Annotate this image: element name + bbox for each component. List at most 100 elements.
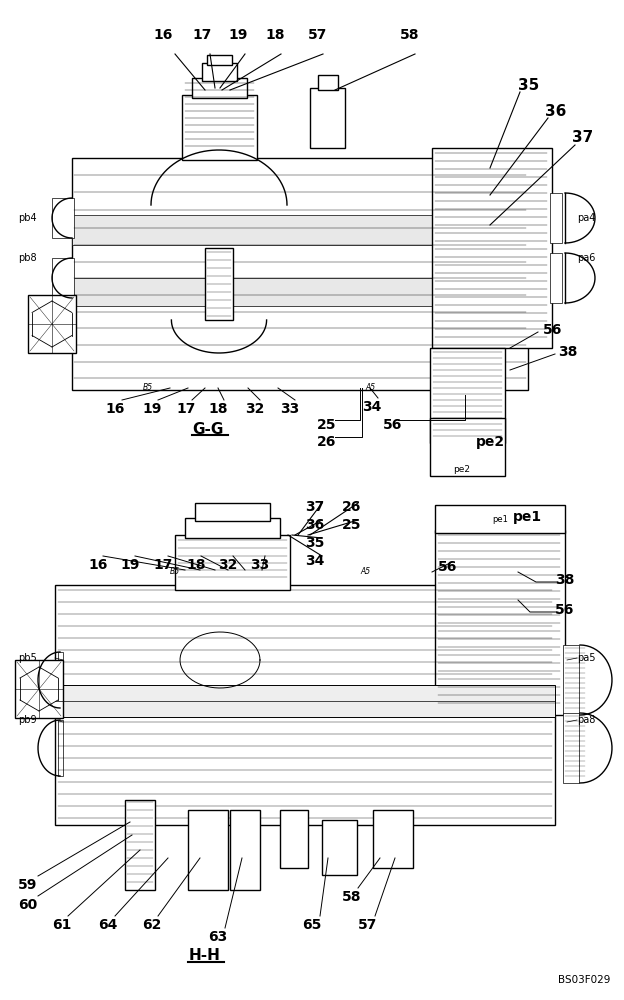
Bar bbox=[58, 652, 63, 708]
Bar bbox=[550, 193, 562, 243]
Bar bbox=[55, 685, 555, 717]
Text: 60: 60 bbox=[18, 898, 37, 912]
Text: pe2: pe2 bbox=[454, 466, 470, 475]
Bar bbox=[52, 258, 74, 298]
Text: 35: 35 bbox=[518, 78, 539, 93]
Text: 18: 18 bbox=[208, 402, 228, 416]
Bar bbox=[310, 88, 345, 148]
Bar bbox=[175, 535, 290, 590]
Text: 17: 17 bbox=[177, 402, 196, 416]
Text: pb9: pb9 bbox=[18, 715, 37, 725]
Bar bbox=[125, 800, 155, 890]
Bar bbox=[430, 348, 505, 443]
Bar bbox=[318, 75, 338, 90]
Text: pe1: pe1 bbox=[512, 510, 542, 524]
Text: pa4: pa4 bbox=[577, 213, 595, 223]
Bar bbox=[58, 720, 63, 776]
Text: A5: A5 bbox=[360, 568, 370, 576]
Text: 33: 33 bbox=[250, 558, 270, 572]
Text: pb5: pb5 bbox=[18, 653, 37, 663]
Text: 36: 36 bbox=[545, 104, 567, 119]
Text: 59: 59 bbox=[18, 878, 37, 892]
Bar bbox=[202, 63, 237, 81]
Text: 26: 26 bbox=[318, 435, 337, 449]
Text: 56: 56 bbox=[543, 323, 562, 337]
Text: 56: 56 bbox=[383, 418, 402, 432]
Bar bbox=[188, 810, 228, 890]
Text: pa8: pa8 bbox=[577, 715, 595, 725]
Text: 32: 32 bbox=[218, 558, 238, 572]
Bar bbox=[207, 55, 232, 65]
Text: 57: 57 bbox=[308, 28, 328, 42]
Text: 16: 16 bbox=[105, 402, 125, 416]
Text: 19: 19 bbox=[120, 558, 140, 572]
Bar bbox=[430, 418, 505, 476]
Bar bbox=[230, 810, 260, 890]
Text: 26: 26 bbox=[343, 500, 362, 514]
Text: pe1: pe1 bbox=[492, 514, 508, 524]
Text: 37: 37 bbox=[305, 500, 324, 514]
Bar bbox=[435, 505, 565, 533]
Text: 19: 19 bbox=[228, 28, 248, 42]
Bar bbox=[563, 713, 579, 783]
Text: 19: 19 bbox=[142, 402, 162, 416]
Bar bbox=[280, 810, 308, 868]
Text: 58: 58 bbox=[342, 890, 362, 904]
Text: 64: 64 bbox=[99, 918, 118, 932]
Bar bbox=[205, 248, 233, 320]
Text: BS03F029: BS03F029 bbox=[558, 975, 610, 985]
Text: 16: 16 bbox=[89, 558, 108, 572]
Bar bbox=[435, 530, 565, 715]
Bar bbox=[72, 215, 528, 245]
Text: H-H: H-H bbox=[189, 948, 221, 963]
Text: B5: B5 bbox=[170, 568, 180, 576]
Text: 65: 65 bbox=[302, 918, 322, 932]
Bar bbox=[185, 518, 280, 538]
Text: pe2: pe2 bbox=[475, 435, 505, 449]
Text: pa6: pa6 bbox=[577, 253, 595, 263]
Text: 36: 36 bbox=[305, 518, 324, 532]
Bar bbox=[192, 78, 247, 98]
Text: 17: 17 bbox=[154, 558, 173, 572]
Text: A5: A5 bbox=[365, 382, 375, 391]
Bar bbox=[55, 585, 555, 825]
Text: pb8: pb8 bbox=[18, 253, 37, 263]
Text: 57: 57 bbox=[358, 918, 378, 932]
Text: 18: 18 bbox=[265, 28, 285, 42]
Text: 25: 25 bbox=[342, 518, 362, 532]
Bar bbox=[52, 198, 74, 238]
Text: 63: 63 bbox=[208, 930, 228, 944]
Text: B5: B5 bbox=[143, 382, 153, 391]
Text: 16: 16 bbox=[154, 28, 173, 42]
Bar bbox=[28, 295, 76, 353]
Text: pa5: pa5 bbox=[577, 653, 595, 663]
Text: 32: 32 bbox=[245, 402, 265, 416]
Text: 34: 34 bbox=[305, 554, 324, 568]
Text: 62: 62 bbox=[142, 918, 162, 932]
Text: 38: 38 bbox=[558, 345, 577, 359]
Text: 37: 37 bbox=[572, 130, 593, 145]
Bar bbox=[563, 645, 579, 715]
Text: 56: 56 bbox=[555, 603, 574, 617]
Bar bbox=[182, 95, 257, 160]
Bar bbox=[322, 820, 357, 875]
Bar bbox=[72, 278, 528, 306]
Bar bbox=[72, 158, 528, 390]
Bar bbox=[550, 253, 562, 303]
Text: 58: 58 bbox=[400, 28, 420, 42]
Text: 17: 17 bbox=[192, 28, 212, 42]
Bar bbox=[15, 660, 63, 718]
Text: 61: 61 bbox=[52, 918, 72, 932]
Text: G-G: G-G bbox=[192, 422, 223, 437]
Text: 35: 35 bbox=[305, 536, 324, 550]
Bar bbox=[432, 148, 552, 348]
Text: 18: 18 bbox=[186, 558, 206, 572]
Text: 25: 25 bbox=[317, 418, 337, 432]
Bar bbox=[373, 810, 413, 868]
Text: 38: 38 bbox=[555, 573, 574, 587]
Text: 33: 33 bbox=[280, 402, 300, 416]
Bar bbox=[195, 503, 270, 521]
Text: pb4: pb4 bbox=[18, 213, 37, 223]
Text: 56: 56 bbox=[438, 560, 457, 574]
Text: 34: 34 bbox=[363, 400, 382, 414]
